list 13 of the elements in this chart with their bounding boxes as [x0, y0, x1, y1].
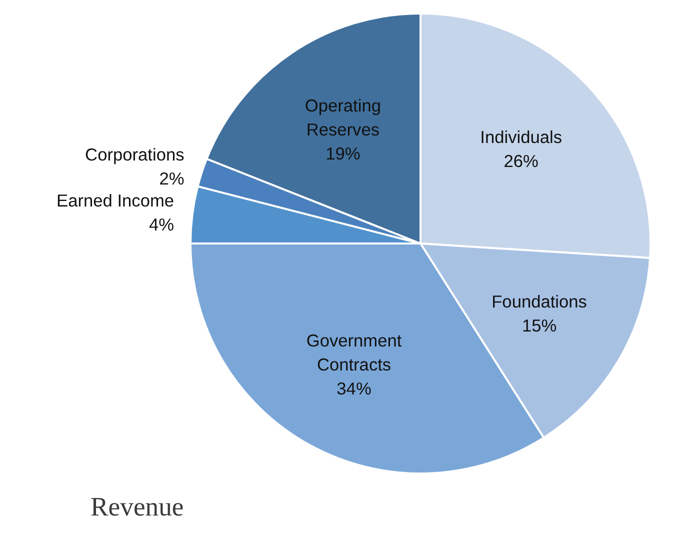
slice-label: Operating Reserves — [304, 95, 381, 140]
slice-label: Corporations — [85, 144, 185, 165]
text: Revenue — [90, 492, 184, 522]
slice-label: Foundations — [492, 292, 588, 312]
data-label: 34% — [336, 378, 372, 398]
slice-label: Government Contracts — [306, 330, 402, 374]
data-label: 2% — [159, 168, 184, 189]
slice-label: Individuals — [480, 127, 562, 148]
data-label: 15% — [522, 316, 557, 336]
slice-label: Earned Income — [56, 190, 174, 210]
data-label: 4% — [149, 214, 174, 234]
data-label: 19% — [326, 143, 360, 164]
data-label: 26% — [504, 151, 538, 172]
